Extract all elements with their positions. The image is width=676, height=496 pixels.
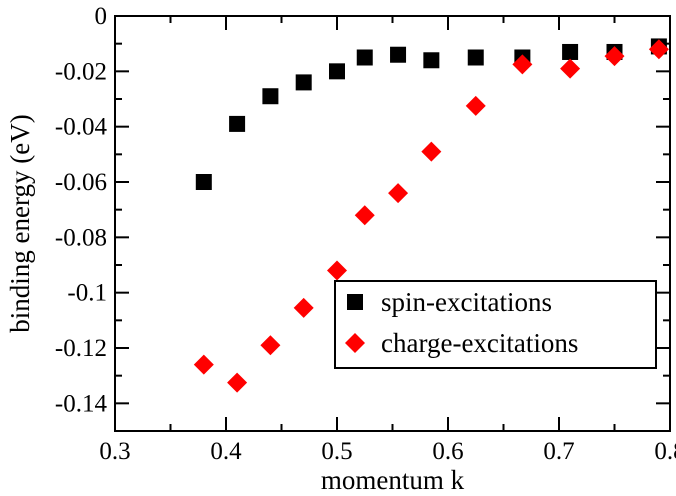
y-tick-label: -0.04	[55, 114, 108, 141]
x-tick-label: 0.4	[210, 438, 242, 465]
spin-excitation-point	[295, 74, 312, 91]
y-tick-label: -0.02	[55, 58, 107, 85]
charge-excitation-point	[388, 183, 409, 204]
plot-frame	[114, 15, 671, 432]
charge-excitation-point	[293, 297, 314, 318]
legend: spin-excitations charge-excitations	[334, 280, 657, 369]
legend-box	[334, 280, 657, 369]
legend-marker-charge	[345, 333, 365, 353]
legend-entries: spin-excitations charge-excitations	[345, 287, 578, 358]
x-tick-label: 0.8	[654, 438, 676, 465]
x-tick-label: 0.6	[432, 438, 463, 465]
charge-excitation-point	[227, 372, 248, 393]
x-tick-label: 0.3	[99, 438, 130, 465]
charge-excitation-point	[560, 58, 581, 79]
charge-excitation-point	[648, 39, 669, 60]
x-tick-label: 0.5	[321, 438, 352, 465]
legend-label: spin-excitations	[381, 287, 552, 317]
spin-excitation-point	[229, 115, 246, 132]
legend-label: charge-excitations	[381, 328, 578, 358]
spin-excitation-point	[356, 49, 373, 66]
charge-excitation-point	[354, 205, 375, 226]
charge-excitation-point	[465, 95, 486, 116]
spin-excitation-point	[423, 52, 440, 69]
spin-excitation-point	[562, 43, 579, 60]
spin-excitation-point	[390, 46, 407, 63]
y-tick-label: -0.1	[67, 280, 107, 307]
spin-excitation-point	[467, 49, 484, 66]
charge-excitation-point	[604, 46, 625, 67]
spin-excitation-point	[329, 63, 345, 80]
charge-excitation-point	[193, 354, 214, 375]
spin-excitation-point	[195, 174, 212, 190]
x-axis-label: momentum k	[321, 465, 465, 495]
y-tick-label: -0.08	[55, 224, 107, 251]
y-axis-label: binding energy (eV)	[5, 114, 35, 332]
y-tick-label: 0	[95, 3, 108, 30]
legend-marker-spin	[347, 294, 363, 310]
x-tick-label: 0.7	[543, 438, 574, 465]
data-points	[193, 38, 669, 393]
spin-excitation-point	[262, 88, 279, 105]
axis-tick-labels: 0.3 0.4 0.5 0.6 0.7 0.8 0 -0.02 -0.04 -0.06 -0.08 -…	[55, 3, 676, 465]
charge-excitation-point	[327, 260, 347, 281]
y-tick-label: -0.14	[55, 390, 108, 417]
charge-excitation-point	[260, 335, 281, 356]
y-tick-label: -0.06	[55, 169, 107, 196]
charge-excitation-point	[421, 141, 442, 162]
y-tick-label: -0.12	[55, 335, 107, 362]
charge-excitation-point	[512, 54, 533, 75]
